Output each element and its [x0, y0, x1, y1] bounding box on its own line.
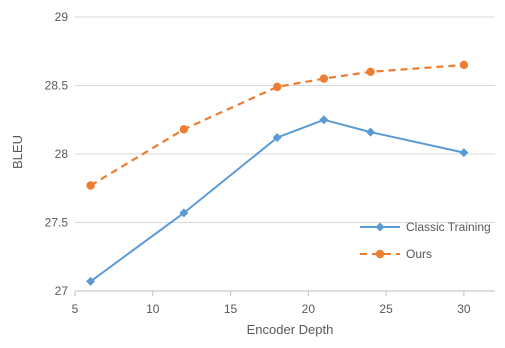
data-point [459, 148, 468, 157]
data-point [320, 74, 328, 82]
y-axis-label: BLEU [10, 135, 25, 169]
data-point [366, 128, 375, 137]
x-tick-label: 30 [457, 302, 471, 316]
x-tick-label: 5 [72, 302, 79, 316]
data-point [460, 61, 468, 69]
legend: Classic Training Ours [360, 220, 491, 261]
y-tick-label: 29 [55, 10, 69, 24]
grid [75, 17, 495, 223]
data-point [180, 125, 188, 133]
x-axis-label: Encoder Depth [247, 322, 334, 337]
data-point [273, 83, 281, 91]
legend-item: Ours [360, 247, 432, 261]
axes: 27 27.5 28 28.5 29 5 10 15 20 25 30 [45, 10, 495, 316]
legend-label: Ours [406, 247, 432, 261]
legend-label: Classic Training [406, 220, 491, 234]
data-point [86, 181, 94, 189]
y-tick-label: 27.5 [45, 216, 69, 230]
data-point [319, 115, 328, 124]
data-point [366, 68, 374, 76]
x-tick-label: 20 [302, 302, 316, 316]
y-tick-label: 27 [55, 284, 69, 298]
y-tick-label: 28.5 [45, 79, 69, 93]
legend-marker [376, 223, 385, 232]
series-2 [86, 61, 468, 190]
x-tick-label: 15 [224, 302, 238, 316]
x-tick-label: 25 [379, 302, 393, 316]
legend-marker [376, 250, 384, 258]
y-tick-label: 28 [55, 147, 69, 161]
x-tick-label: 10 [146, 302, 160, 316]
